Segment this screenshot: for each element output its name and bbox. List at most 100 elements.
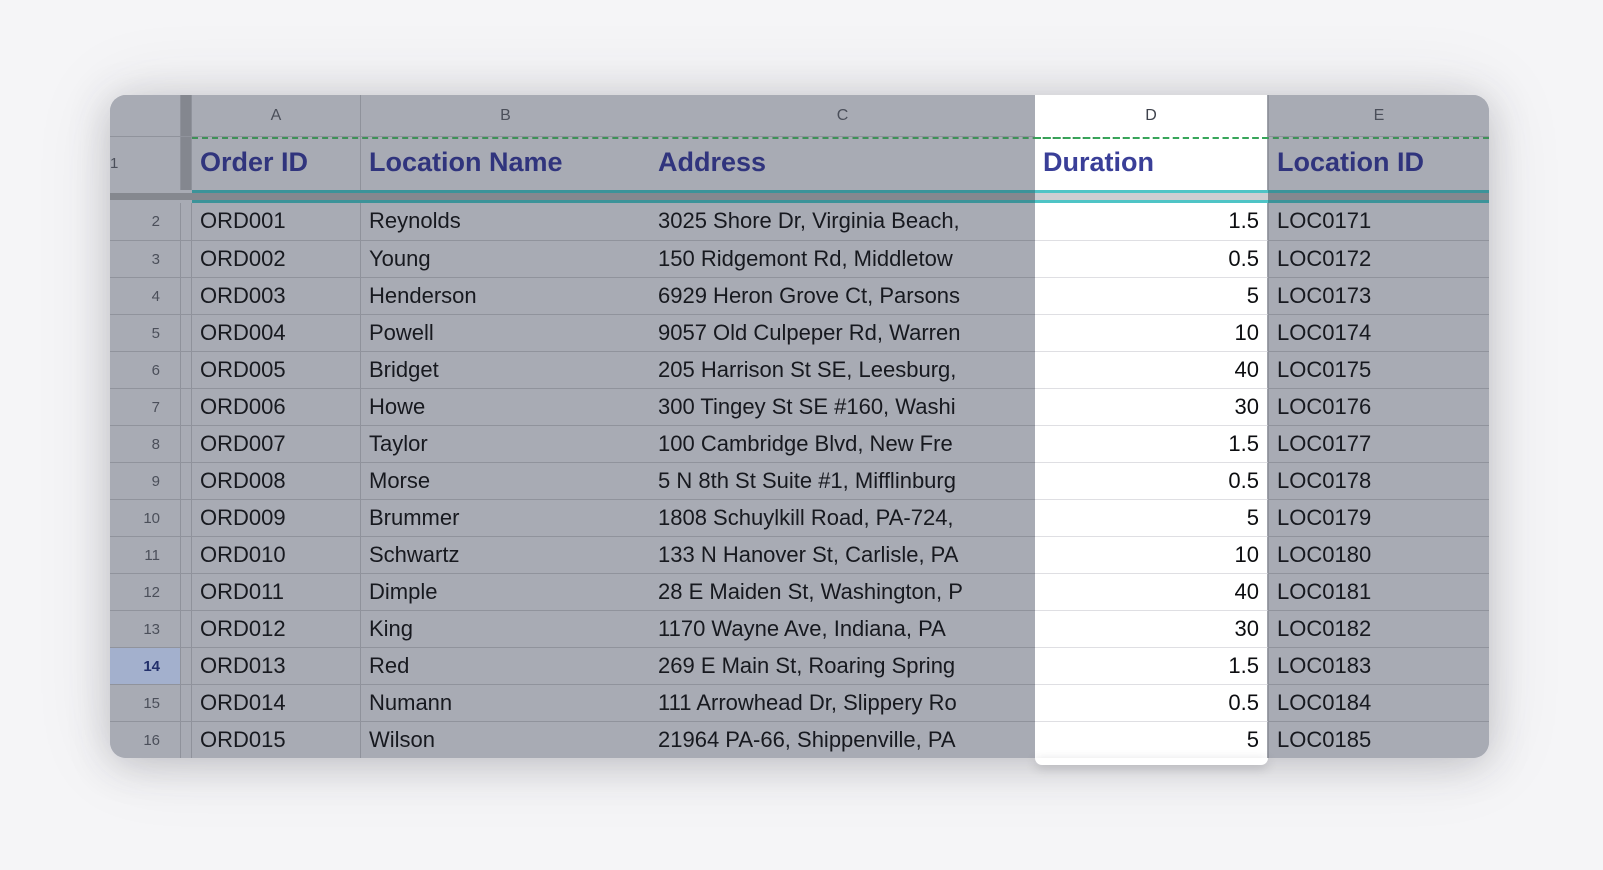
cell-location-id[interactable]: LOC0177 bbox=[1268, 425, 1489, 462]
cell-duration-selected[interactable]: 1.5 bbox=[1035, 647, 1268, 684]
cell-order-id[interactable]: ORD007 bbox=[192, 425, 360, 462]
cell-address[interactable]: 21964 PA-66, Shippenville, PA bbox=[650, 721, 1035, 758]
cell-order-id[interactable]: ORD012 bbox=[192, 610, 360, 647]
row-number[interactable]: 5 bbox=[110, 314, 180, 351]
cell-location-name[interactable]: Taylor bbox=[360, 425, 650, 462]
cell-location-name[interactable]: Wilson bbox=[360, 721, 650, 758]
cell-order-id[interactable]: ORD006 bbox=[192, 388, 360, 425]
cell-order-id[interactable]: ORD011 bbox=[192, 573, 360, 610]
cell-duration-selected[interactable]: 1.5 bbox=[1035, 425, 1268, 462]
cell-location-id[interactable]: LOC0178 bbox=[1268, 462, 1489, 499]
cell-address[interactable]: 5 N 8th St Suite #1, Mifflinburg bbox=[650, 462, 1035, 499]
cell-duration-selected[interactable]: 5 bbox=[1035, 499, 1268, 536]
cell-duration-selected[interactable]: 30 bbox=[1035, 388, 1268, 425]
cell-location-name[interactable]: Young bbox=[360, 240, 650, 277]
row-number[interactable]: 15 bbox=[110, 684, 180, 721]
cell-duration-selected[interactable]: 5 bbox=[1035, 721, 1268, 758]
cell-location-id[interactable]: LOC0173 bbox=[1268, 277, 1489, 314]
cell-duration-selected[interactable]: 10 bbox=[1035, 536, 1268, 573]
cell-location-id[interactable]: LOC0183 bbox=[1268, 647, 1489, 684]
cell-duration-selected[interactable]: 40 bbox=[1035, 573, 1268, 610]
cell-location-id[interactable]: LOC0175 bbox=[1268, 351, 1489, 388]
row-number[interactable]: 16 bbox=[110, 721, 180, 758]
cell-duration-selected[interactable]: 10 bbox=[1035, 314, 1268, 351]
cell-location-name[interactable]: Dimple bbox=[360, 573, 650, 610]
cell-order-id[interactable]: ORD015 bbox=[192, 721, 360, 758]
cell-location-name[interactable]: Red bbox=[360, 647, 650, 684]
row-number[interactable]: 6 bbox=[110, 351, 180, 388]
cell-location-id[interactable]: LOC0172 bbox=[1268, 240, 1489, 277]
cell-address[interactable]: 133 N Hanover St, Carlisle, PA bbox=[650, 536, 1035, 573]
cell-address[interactable]: 269 E Main St, Roaring Spring bbox=[650, 647, 1035, 684]
cell-location-name[interactable]: Numann bbox=[360, 684, 650, 721]
cell-order-id[interactable]: ORD008 bbox=[192, 462, 360, 499]
row-number[interactable]: 4 bbox=[110, 277, 180, 314]
cell-address[interactable]: 6929 Heron Grove Ct, Parsons bbox=[650, 277, 1035, 314]
header-cell-address[interactable]: Address bbox=[650, 137, 1035, 190]
cell-address[interactable]: 3025 Shore Dr, Virginia Beach, bbox=[650, 203, 1035, 240]
cell-location-id[interactable]: LOC0171 bbox=[1268, 203, 1489, 240]
row-number[interactable]: 2 bbox=[110, 203, 180, 240]
row-number[interactable]: 12 bbox=[110, 573, 180, 610]
cell-duration-selected[interactable]: 1.5 bbox=[1035, 203, 1268, 240]
cell-address[interactable]: 150 Ridgemont Rd, Middletow bbox=[650, 240, 1035, 277]
cell-location-name[interactable]: King bbox=[360, 610, 650, 647]
cell-duration-selected[interactable]: 0.5 bbox=[1035, 462, 1268, 499]
cell-location-id[interactable]: LOC0180 bbox=[1268, 536, 1489, 573]
column-header-c[interactable]: C bbox=[650, 95, 1035, 137]
cell-duration-selected[interactable]: 5 bbox=[1035, 277, 1268, 314]
cell-order-id[interactable]: ORD014 bbox=[192, 684, 360, 721]
cell-location-id[interactable]: LOC0179 bbox=[1268, 499, 1489, 536]
cell-order-id[interactable]: ORD005 bbox=[192, 351, 360, 388]
cell-address[interactable]: 28 E Maiden St, Washington, P bbox=[650, 573, 1035, 610]
row-number[interactable]: 10 bbox=[110, 499, 180, 536]
column-header-a[interactable]: A bbox=[192, 95, 360, 137]
cell-duration-selected[interactable]: 40 bbox=[1035, 351, 1268, 388]
cell-duration-selected[interactable]: 0.5 bbox=[1035, 240, 1268, 277]
header-cell-location-name[interactable]: Location Name bbox=[360, 137, 650, 190]
header-cell-location-id[interactable]: Location ID bbox=[1268, 137, 1489, 190]
cell-location-name[interactable]: Morse bbox=[360, 462, 650, 499]
cell-location-name[interactable]: Bridget bbox=[360, 351, 650, 388]
header-cell-duration[interactable]: Duration bbox=[1035, 137, 1268, 190]
column-header-d-selected[interactable]: D bbox=[1035, 95, 1268, 137]
row-number[interactable]: 14 bbox=[110, 647, 180, 684]
cell-duration-selected[interactable]: 30 bbox=[1035, 610, 1268, 647]
cell-location-id[interactable]: LOC0174 bbox=[1268, 314, 1489, 351]
row-number[interactable]: 3 bbox=[110, 240, 180, 277]
corner-cell[interactable] bbox=[110, 95, 180, 137]
cell-address[interactable]: 205 Harrison St SE, Leesburg, bbox=[650, 351, 1035, 388]
cell-duration-selected[interactable]: 0.5 bbox=[1035, 684, 1268, 721]
row-number[interactable]: 9 bbox=[110, 462, 180, 499]
cell-location-id[interactable]: LOC0176 bbox=[1268, 388, 1489, 425]
cell-location-name[interactable]: Powell bbox=[360, 314, 650, 351]
cell-address[interactable]: 9057 Old Culpeper Rd, Warren bbox=[650, 314, 1035, 351]
cell-order-id[interactable]: ORD009 bbox=[192, 499, 360, 536]
row-number[interactable]: 7 bbox=[110, 388, 180, 425]
cell-address[interactable]: 100 Cambridge Blvd, New Fre bbox=[650, 425, 1035, 462]
cell-location-name[interactable]: Henderson bbox=[360, 277, 650, 314]
cell-address[interactable]: 1808 Schuylkill Road, PA-724, bbox=[650, 499, 1035, 536]
row-number[interactable]: 13 bbox=[110, 610, 180, 647]
cell-location-name[interactable]: Brummer bbox=[360, 499, 650, 536]
cell-order-id[interactable]: ORD002 bbox=[192, 240, 360, 277]
cell-order-id[interactable]: ORD013 bbox=[192, 647, 360, 684]
cell-location-id[interactable]: LOC0185 bbox=[1268, 721, 1489, 758]
cell-location-id[interactable]: LOC0182 bbox=[1268, 610, 1489, 647]
cell-address[interactable]: 111 Arrowhead Dr, Slippery Ro bbox=[650, 684, 1035, 721]
cell-address[interactable]: 1170 Wayne Ave, Indiana, PA bbox=[650, 610, 1035, 647]
column-header-b[interactable]: B bbox=[360, 95, 650, 137]
cell-order-id[interactable]: ORD001 bbox=[192, 203, 360, 240]
row-number[interactable]: 8 bbox=[110, 425, 180, 462]
cell-location-name[interactable]: Howe bbox=[360, 388, 650, 425]
cell-location-id[interactable]: LOC0181 bbox=[1268, 573, 1489, 610]
cell-location-name[interactable]: Reynolds bbox=[360, 203, 650, 240]
cell-order-id[interactable]: ORD004 bbox=[192, 314, 360, 351]
cell-location-id[interactable]: LOC0184 bbox=[1268, 684, 1489, 721]
cell-location-name[interactable]: Schwartz bbox=[360, 536, 650, 573]
row-number[interactable]: 11 bbox=[110, 536, 180, 573]
header-cell-order-id[interactable]: Order ID bbox=[192, 137, 360, 190]
cell-address[interactable]: 300 Tingey St SE #160, Washi bbox=[650, 388, 1035, 425]
cell-order-id[interactable]: ORD010 bbox=[192, 536, 360, 573]
cell-order-id[interactable]: ORD003 bbox=[192, 277, 360, 314]
